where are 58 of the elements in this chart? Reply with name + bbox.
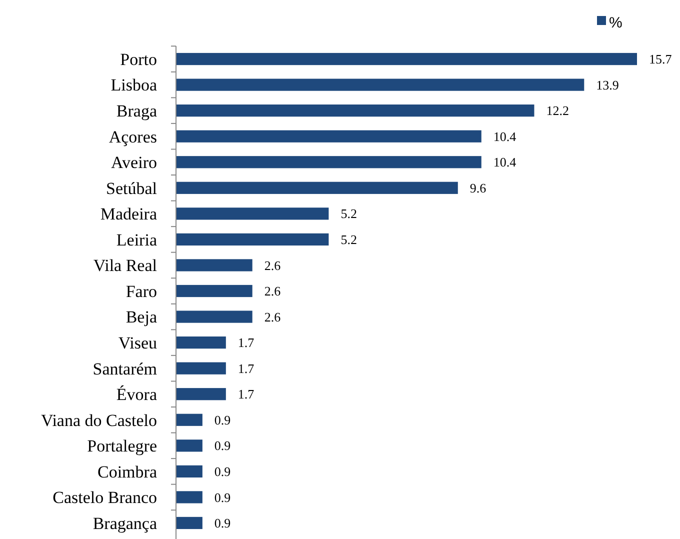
y-tick-label: Bragança [92, 514, 158, 533]
y-tick-label: Castelo Branco [52, 488, 157, 508]
bar [176, 336, 226, 349]
bar [176, 208, 329, 220]
bar [176, 52, 637, 66]
bar [176, 259, 252, 272]
data-label: 2.6 [264, 309, 282, 324]
bar [176, 156, 482, 168]
bar [176, 491, 202, 504]
y-tick-label: Portalegre [87, 436, 157, 456]
bar [176, 78, 584, 91]
data-label: 1.7 [238, 360, 255, 376]
legend-label: % [609, 14, 622, 32]
bar [176, 362, 226, 374]
y-tick-label: Açores [108, 127, 157, 146]
bar [176, 465, 202, 478]
data-label: 15.7 [649, 52, 672, 67]
data-label: 13.9 [596, 77, 619, 92]
y-tick-label: Beja [126, 308, 158, 327]
data-label: 12.2 [546, 103, 569, 118]
data-label: 0.9 [214, 490, 231, 505]
bar [176, 104, 534, 117]
data-label: 0.9 [214, 412, 231, 428]
y-tick-label: Leiria [116, 230, 158, 250]
bar [176, 130, 482, 142]
y-tick-label: Coimbra [98, 462, 158, 482]
bar [176, 516, 202, 530]
bar [176, 182, 458, 194]
y-tick-label: Porto [120, 50, 157, 69]
bar [176, 414, 202, 426]
y-tick-label: Viana do Castelo [40, 410, 157, 430]
bar [176, 233, 329, 246]
data-label: 0.9 [214, 438, 231, 454]
data-label: 0.9 [214, 516, 231, 531]
y-tick-label: Vila Real [93, 256, 158, 276]
y-tick-label: Évora [116, 385, 158, 404]
y-tick-label: Madeira [100, 204, 158, 224]
data-label: 5.2 [340, 206, 357, 222]
data-label: 1.7 [238, 335, 255, 350]
y-tick-label: Viseu [118, 334, 158, 352]
bar [176, 388, 226, 400]
y-tick-label: Santarém [92, 359, 157, 378]
bar [176, 310, 252, 323]
y-tick-label: Lisboa [110, 76, 158, 95]
y-tick-label: Setúbal [106, 178, 158, 198]
bar [176, 440, 202, 452]
data-label: 10.4 [493, 154, 517, 170]
data-label: 1.7 [238, 386, 255, 402]
data-label: 2.6 [264, 284, 282, 299]
data-label: 0.9 [214, 464, 231, 479]
y-tick-label: Aveiro [111, 153, 157, 172]
y-tick-label: Braga [116, 102, 158, 121]
data-label: 2.6 [264, 258, 282, 273]
data-label: 9.6 [470, 180, 487, 196]
data-label: 5.2 [340, 232, 357, 247]
y-tick-label: Faro [126, 282, 157, 301]
data-label: 10.4 [493, 128, 517, 144]
bar [176, 284, 252, 298]
